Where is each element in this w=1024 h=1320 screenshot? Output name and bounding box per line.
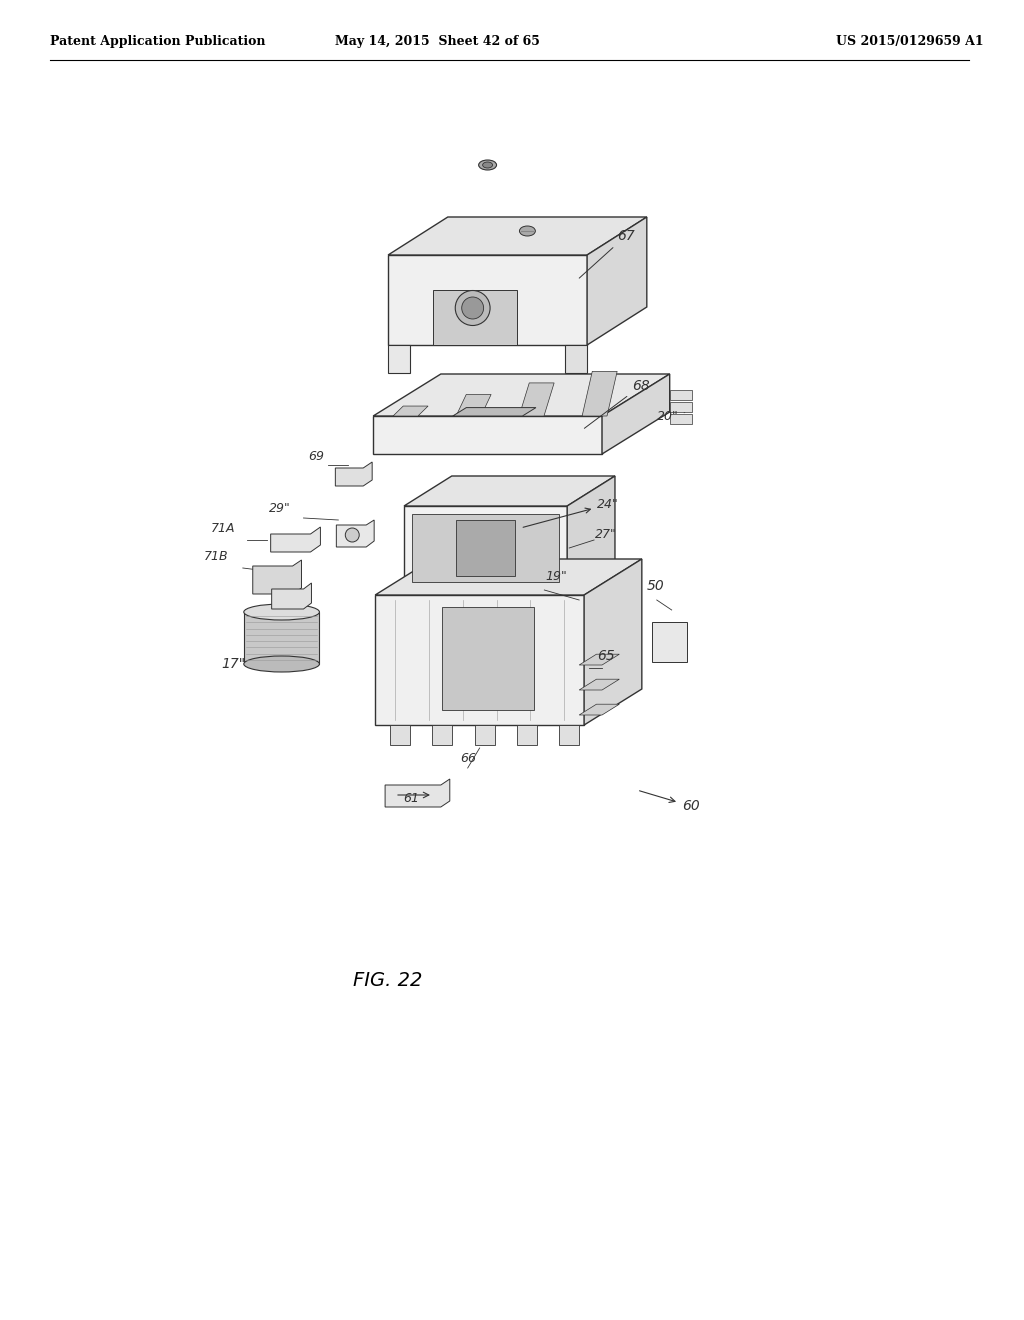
Polygon shape	[456, 520, 515, 576]
Polygon shape	[412, 513, 559, 582]
Polygon shape	[393, 407, 428, 416]
Polygon shape	[336, 520, 374, 546]
Polygon shape	[404, 506, 567, 590]
Text: 69: 69	[308, 450, 325, 463]
Polygon shape	[670, 414, 691, 424]
Polygon shape	[390, 725, 410, 744]
Polygon shape	[373, 374, 670, 416]
Polygon shape	[385, 779, 450, 807]
Polygon shape	[453, 408, 536, 416]
Polygon shape	[253, 560, 301, 594]
Polygon shape	[388, 216, 647, 255]
Polygon shape	[271, 583, 311, 609]
Ellipse shape	[345, 528, 359, 543]
Polygon shape	[582, 371, 617, 416]
Polygon shape	[441, 607, 535, 710]
Polygon shape	[602, 374, 670, 454]
Polygon shape	[580, 680, 620, 690]
Ellipse shape	[244, 605, 319, 620]
Text: 20": 20"	[656, 411, 685, 422]
Polygon shape	[375, 595, 584, 725]
Polygon shape	[375, 558, 642, 595]
Polygon shape	[432, 725, 453, 744]
Text: 17": 17"	[221, 657, 245, 671]
Text: 60: 60	[640, 791, 699, 813]
Polygon shape	[388, 255, 587, 345]
Ellipse shape	[482, 162, 493, 168]
Polygon shape	[270, 527, 321, 552]
Text: 61: 61	[403, 792, 419, 805]
Polygon shape	[567, 477, 615, 590]
Text: May 14, 2015  Sheet 42 of 65: May 14, 2015 Sheet 42 of 65	[336, 36, 541, 48]
Polygon shape	[652, 622, 687, 663]
Polygon shape	[335, 462, 372, 486]
Text: US 2015/0129659 A1: US 2015/0129659 A1	[836, 36, 983, 48]
Text: 66: 66	[460, 752, 476, 766]
Ellipse shape	[456, 290, 490, 326]
Polygon shape	[587, 216, 647, 345]
Polygon shape	[580, 704, 620, 715]
Text: 27": 27"	[595, 528, 616, 541]
Polygon shape	[670, 403, 691, 412]
Polygon shape	[475, 725, 495, 744]
Text: 24": 24"	[523, 498, 618, 527]
Text: 19": 19"	[546, 570, 567, 583]
Text: 67: 67	[580, 228, 635, 279]
Polygon shape	[433, 290, 517, 345]
Ellipse shape	[244, 656, 319, 672]
Polygon shape	[565, 345, 587, 374]
Text: 29": 29"	[268, 502, 291, 515]
Ellipse shape	[478, 160, 497, 170]
Text: FIG. 22: FIG. 22	[353, 970, 423, 990]
Polygon shape	[456, 395, 492, 416]
Polygon shape	[580, 655, 620, 665]
Polygon shape	[584, 558, 642, 725]
Polygon shape	[373, 416, 602, 454]
Polygon shape	[404, 477, 615, 506]
Text: 50: 50	[647, 579, 665, 593]
Polygon shape	[670, 389, 691, 400]
Ellipse shape	[519, 226, 536, 236]
Polygon shape	[559, 725, 580, 744]
Ellipse shape	[462, 297, 483, 319]
Text: 71A: 71A	[211, 521, 236, 535]
Text: 65: 65	[597, 649, 614, 663]
Polygon shape	[388, 345, 410, 374]
Polygon shape	[519, 383, 554, 416]
Text: Patent Application Publication: Patent Application Publication	[50, 36, 265, 48]
Polygon shape	[244, 612, 319, 664]
Text: 68: 68	[585, 379, 649, 428]
Polygon shape	[517, 725, 537, 744]
Text: 71B: 71B	[204, 550, 228, 564]
